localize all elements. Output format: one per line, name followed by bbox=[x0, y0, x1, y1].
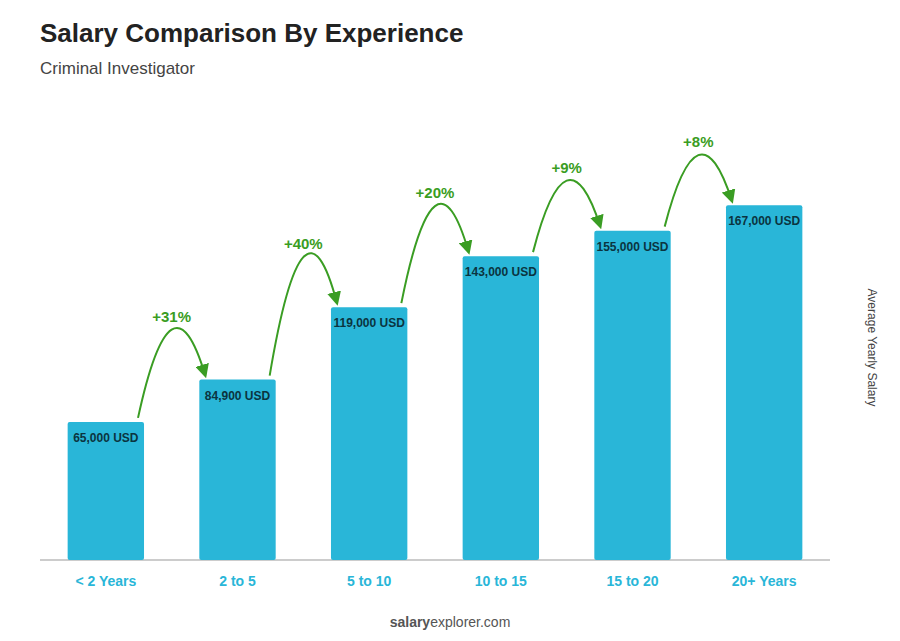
x-tick-label: 5 to 10 bbox=[347, 573, 392, 589]
watermark-part: salary bbox=[390, 614, 431, 630]
change-label: +9% bbox=[551, 159, 581, 176]
x-tick-label: 20+ Years bbox=[732, 573, 797, 589]
x-tick-label: 2 to 5 bbox=[219, 573, 256, 589]
data-label: 119,000 USD bbox=[333, 316, 405, 330]
change-label: +20% bbox=[416, 184, 455, 201]
title: Salary Comparison By Experience bbox=[40, 18, 463, 48]
x-tick-label: < 2 Years bbox=[75, 573, 136, 589]
bar bbox=[726, 205, 802, 560]
data-label: 84,900 USD bbox=[205, 389, 271, 403]
subtitle: Criminal Investigator bbox=[40, 59, 195, 78]
x-tick-label: 15 to 20 bbox=[606, 573, 658, 589]
change-label: +8% bbox=[683, 133, 713, 150]
data-label: 167,000 USD bbox=[728, 214, 800, 228]
bars bbox=[68, 205, 803, 560]
annotations: +31% +40% +20% +9% +8% bbox=[138, 133, 732, 418]
watermark: salaryexplorer.com bbox=[390, 614, 511, 630]
data-label: 155,000 USD bbox=[596, 240, 668, 254]
bar bbox=[594, 231, 670, 560]
bar bbox=[463, 256, 539, 560]
change-arrow bbox=[533, 180, 600, 252]
change-label: +31% bbox=[152, 308, 191, 325]
change-label: +40% bbox=[284, 235, 323, 252]
x-tick-label: 10 to 15 bbox=[475, 573, 527, 589]
bar bbox=[331, 307, 407, 560]
x-axis-line bbox=[40, 560, 830, 561]
y-axis-label: Average Yearly Salary bbox=[865, 289, 879, 407]
data-label: 143,000 USD bbox=[465, 265, 537, 279]
data-label: 65,000 USD bbox=[73, 431, 139, 445]
change-arrow bbox=[665, 154, 732, 226]
bar bbox=[68, 422, 144, 560]
bar bbox=[199, 380, 275, 560]
watermark-part: explorer.com bbox=[430, 614, 510, 630]
chart: Salary Comparison By Experience Criminal … bbox=[0, 0, 900, 641]
change-arrow bbox=[401, 204, 468, 303]
change-arrow bbox=[138, 328, 205, 418]
change-arrow bbox=[270, 253, 337, 375]
